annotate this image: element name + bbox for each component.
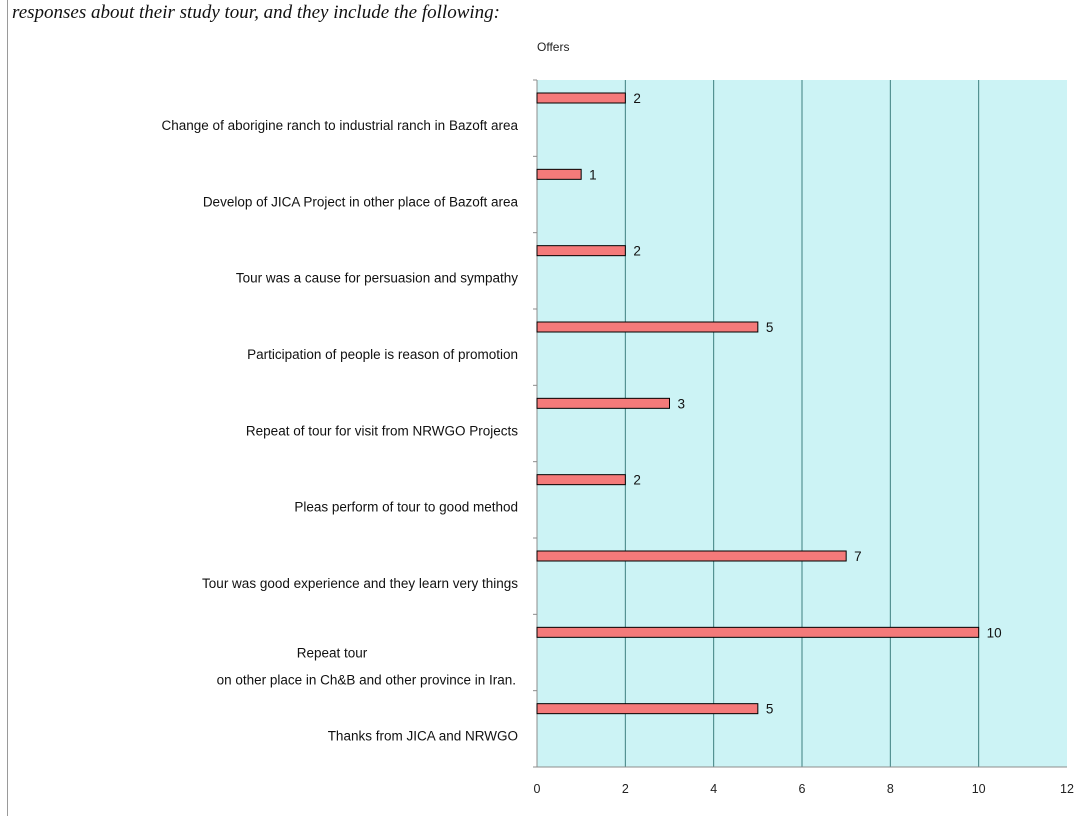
- category-label: Change of aborigine ranch to industrial …: [162, 118, 519, 133]
- bar: [536, 703, 759, 715]
- category-labels: Change of aborigine ranch to industrial …: [162, 118, 519, 744]
- bar: [536, 550, 847, 562]
- category-label-line: Repeat tour: [297, 645, 368, 660]
- data-label: 5: [766, 320, 774, 335]
- header-text: responses about their study tour, and th…: [12, 2, 500, 23]
- data-label: 2: [633, 91, 641, 106]
- bar: [536, 245, 626, 257]
- x-tick-label: 4: [710, 782, 717, 796]
- category-label: Repeat tour on other place in Ch&B and ot…: [217, 645, 516, 687]
- page-left-rule: [7, 0, 8, 816]
- x-tick-label: 2: [622, 782, 629, 796]
- category-ticks: [533, 79, 537, 768]
- category-label: Thanks from JICA and NRWGO: [328, 729, 518, 744]
- x-tick-label: 6: [799, 782, 806, 796]
- category-label-line: on other place in Ch&B and other provinc…: [217, 672, 516, 687]
- data-labels: 2 1 2 5 3 2 7 10 5: [589, 91, 1002, 717]
- data-label: 10: [987, 625, 1002, 640]
- category-label: Pleas perform of tour to good method: [294, 500, 518, 515]
- bar: [536, 168, 582, 180]
- data-label: 2: [633, 473, 641, 488]
- category-label: Participation of people is reason of pro…: [247, 347, 518, 362]
- category-label: Develop of JICA Project in other place o…: [203, 194, 519, 209]
- category-label: Tour was good experience and they learn …: [202, 576, 518, 591]
- x-tick-label: 0: [534, 782, 541, 796]
- data-label: 5: [766, 702, 774, 717]
- x-tick-label: 8: [887, 782, 894, 796]
- data-label: 3: [678, 396, 686, 411]
- bar: [536, 474, 626, 486]
- x-tick-label: 10: [972, 782, 986, 796]
- bar: [536, 92, 626, 104]
- bars: [536, 92, 980, 715]
- data-label: 2: [633, 244, 641, 259]
- category-label: Tour was a cause for persuasion and symp…: [236, 271, 518, 286]
- data-label: 7: [854, 549, 862, 564]
- bar: [536, 321, 759, 333]
- bar: [536, 626, 980, 638]
- data-label: 1: [589, 167, 597, 182]
- x-tick-labels: 0 2 4 6 8 10 12: [534, 782, 1074, 796]
- bar: [536, 397, 670, 409]
- chart-title: Offers: [537, 40, 569, 54]
- category-label: Repeat of tour for visit from NRWGO Proj…: [246, 423, 518, 438]
- gridlines: [624, 80, 980, 767]
- x-tick-label: 12: [1060, 782, 1074, 796]
